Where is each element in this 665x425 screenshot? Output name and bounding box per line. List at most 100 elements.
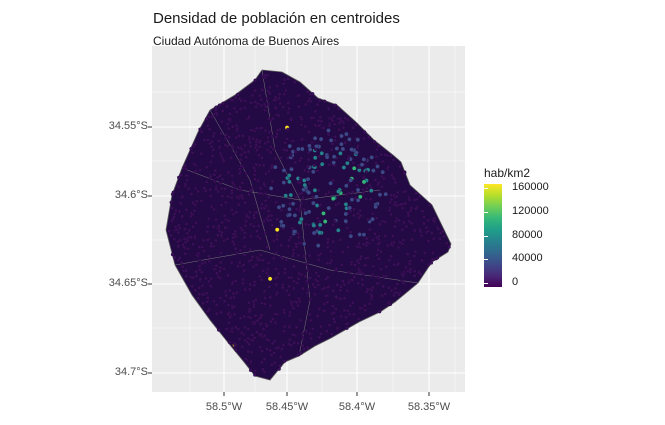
centroid-point [204, 291, 209, 295]
centroid-point [258, 191, 263, 196]
centroid-point [212, 267, 217, 271]
centroid-point [262, 182, 266, 186]
centroid-point [243, 143, 247, 148]
centroid-point [426, 262, 431, 267]
centroid-point [307, 253, 312, 258]
centroid-point [418, 194, 422, 199]
centroid-point [291, 248, 296, 252]
centroid-point [361, 188, 366, 192]
centroid-point [369, 155, 374, 160]
centroid-point [259, 313, 264, 317]
centroid-point [176, 184, 181, 189]
centroid-point [392, 263, 396, 267]
centroid-point [266, 140, 270, 144]
centroid-point [275, 290, 280, 295]
centroid-point [224, 327, 229, 331]
centroid-point [386, 165, 391, 169]
centroid-point [370, 288, 374, 292]
centroid-point [248, 368, 253, 372]
centroid-point [327, 163, 332, 167]
centroid-point [253, 88, 257, 93]
centroid-point [314, 203, 320, 208]
centroid-point [301, 336, 305, 340]
centroid-point [412, 197, 417, 202]
centroid-point [339, 285, 343, 289]
centroid-point [220, 194, 225, 198]
centroid-point [241, 277, 245, 282]
centroid-point [266, 102, 271, 106]
centroid-point [255, 319, 260, 323]
centroid-point [400, 279, 404, 283]
centroid-point [326, 205, 331, 211]
centroid-point [214, 111, 219, 115]
centroid-point [307, 223, 311, 227]
centroid-point [278, 101, 282, 106]
centroid-point [219, 251, 223, 255]
centroid-point [238, 107, 243, 111]
centroid-point [436, 227, 441, 231]
centroid-point [265, 271, 269, 275]
centroid-point [368, 197, 373, 201]
centroid-point [393, 200, 398, 205]
centroid-point [274, 267, 278, 271]
centroid-point [274, 282, 279, 287]
centroid-point [199, 151, 204, 156]
centroid-point [260, 349, 264, 353]
centroid-point [212, 207, 216, 212]
centroid-point [189, 211, 194, 216]
centroid-point [329, 258, 334, 263]
centroid-point [337, 201, 341, 206]
centroid-point [252, 213, 256, 218]
centroid-point [347, 205, 352, 211]
centroid-point [345, 226, 350, 230]
centroid-point [276, 205, 282, 210]
centroid-point [230, 304, 234, 308]
centroid-point [205, 180, 209, 184]
centroid-point [321, 126, 326, 130]
centroid-point [414, 191, 418, 196]
legend-tick [484, 259, 488, 260]
centroid-point [431, 251, 435, 255]
centroid-point [206, 138, 210, 142]
centroid-point [268, 186, 274, 191]
centroid-point [206, 238, 210, 242]
centroid-point [313, 292, 317, 297]
centroid-point [362, 191, 366, 195]
centroid-point [201, 238, 206, 243]
centroid-point [302, 347, 307, 351]
centroid-point [278, 364, 282, 368]
centroid-point [284, 288, 289, 293]
centroid-point [216, 328, 221, 332]
centroid-point [230, 195, 234, 200]
centroid-point [396, 262, 401, 266]
centroid-point [299, 216, 304, 222]
centroid-point [281, 343, 286, 347]
centroid-point [435, 255, 440, 260]
centroid-point [235, 194, 239, 199]
centroid-point [389, 197, 394, 202]
centroid-point [243, 150, 247, 155]
centroid-point [260, 155, 264, 160]
centroid-point [265, 324, 269, 328]
centroid-point [363, 303, 367, 308]
centroid-point [170, 206, 174, 211]
centroid-point [183, 252, 187, 256]
centroid-point [254, 162, 259, 167]
centroid-point [267, 169, 271, 174]
centroid-point [257, 145, 262, 149]
centroid-point [327, 323, 332, 328]
centroid-point [301, 197, 305, 201]
centroid-point [222, 267, 226, 271]
centroid-point [208, 141, 212, 146]
centroid-point [248, 258, 253, 262]
centroid-point [234, 348, 238, 352]
centroid-point [413, 249, 418, 254]
centroid-point [305, 164, 310, 169]
centroid-point [184, 173, 189, 178]
centroid-point [419, 233, 424, 238]
centroid-point [236, 264, 240, 268]
centroid-point [310, 195, 315, 199]
centroid-point [263, 141, 268, 145]
centroid-point [259, 253, 263, 257]
centroid-point [355, 137, 361, 142]
